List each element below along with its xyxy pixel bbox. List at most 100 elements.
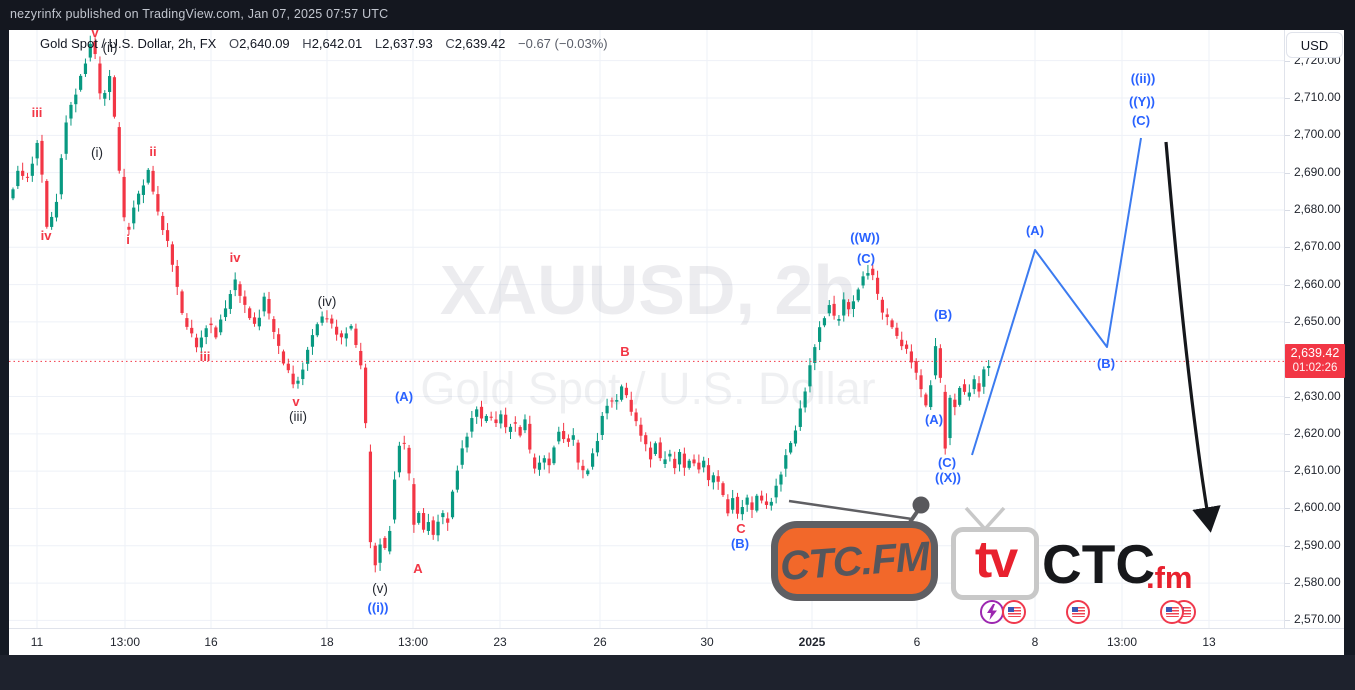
wave-label: (iii)	[289, 409, 307, 424]
tvctc-logo-tv-box: tv	[951, 527, 1039, 600]
wave-label: v	[91, 25, 99, 40]
open-label: O	[228, 36, 240, 51]
wave-label: iv	[229, 250, 241, 265]
close-label: C	[445, 36, 455, 51]
wave-label: ii	[149, 144, 157, 159]
wave-label: (C)	[1131, 113, 1151, 128]
wave-label: i	[126, 232, 130, 247]
price-tick-label: 2,670.00	[1285, 239, 1341, 254]
time-tick-label: 11	[30, 635, 44, 649]
time-tick-label: 23	[493, 635, 507, 649]
time-tick-label: 6	[913, 635, 921, 649]
change-value: −0.67 (−0.03%)	[518, 36, 608, 51]
time-tick-label: 13:00	[1106, 635, 1138, 649]
price-tick-label: 2,700.00	[1285, 127, 1341, 142]
price-tick-label: 2,600.00	[1285, 500, 1341, 515]
price-tick-label: 2,680.00	[1285, 201, 1341, 216]
low-label: L	[374, 36, 383, 51]
wave-label: C	[736, 521, 746, 536]
candles	[11, 35, 991, 573]
wave-label: (C)	[937, 455, 957, 470]
price-tick-label: 2,570.00	[1285, 612, 1341, 627]
wave-label: ((X))	[935, 470, 961, 485]
wave-label: (iv)	[317, 294, 337, 309]
wave-label: v	[292, 394, 300, 409]
wave-label: (A)	[924, 412, 944, 427]
price-tick-label: 2,690.00	[1285, 164, 1341, 179]
high-value: 2,642.01	[311, 36, 363, 51]
time-tick-label: 13	[1202, 635, 1216, 649]
us-flag	[1165, 607, 1179, 617]
ctcfm-logo: CTC.FM	[771, 521, 938, 601]
price-tick-label: 2,580.00	[1285, 575, 1341, 590]
symbol-title: Gold Spot / U.S. Dollar, 2h, FX	[40, 36, 217, 51]
time-tick-label: 16	[204, 635, 218, 649]
time-tick-label: 18	[320, 635, 334, 649]
lightning-icon	[987, 604, 997, 620]
bearish-arrow	[1164, 141, 1221, 533]
price-tick-label: 2,650.00	[1285, 313, 1341, 328]
price-tick-label: 2,620.00	[1285, 425, 1341, 440]
close-value: 2,639.42	[454, 36, 506, 51]
time-scale[interactable]: 11 13:00 16 18 13:00 23 26 30 2025 6 8 13:00 13	[9, 628, 1344, 655]
bar-countdown: 01:02:26	[1292, 362, 1338, 374]
currency-toggle-button[interactable]: USD	[1286, 32, 1343, 58]
wave-label: B	[620, 344, 630, 359]
us-flag	[1071, 607, 1085, 617]
tvctc-logo-ctc-text: CTC	[1042, 533, 1156, 595]
us-flag-event-icon[interactable]	[1066, 600, 1090, 624]
time-tick-label: 26	[593, 635, 607, 649]
symbol-watermark: XAUUSD, 2h	[440, 251, 856, 329]
symbol-name-watermark: Gold Spot / U.S. Dollar	[420, 363, 875, 414]
wave-label: ((i))	[367, 600, 389, 615]
wave-label: (A)	[394, 389, 414, 404]
last-price-badge[interactable]: 2,639.42 01:02:26	[1285, 344, 1345, 378]
price-tick-label: 2,610.00	[1285, 463, 1341, 478]
attribution-text: nezyrinfx published on TradingView.com, …	[10, 7, 389, 21]
symbol-header: Gold Spot / U.S. Dollar, 2h, FX O2,640.0…	[40, 36, 608, 51]
time-tick-label: 13:00	[109, 635, 141, 649]
last-price-value: 2,639.42	[1290, 346, 1340, 360]
projection-path	[971, 137, 1142, 456]
chart-panel[interactable]: XAUUSD, 2h Gold Spot / U.S. Dollar Gold S…	[9, 26, 1345, 655]
tvctc-logo-tv-text: tv	[974, 530, 1018, 589]
wave-label: (B)	[1096, 356, 1116, 371]
ctcfm-logo-text: CTC.FM	[778, 532, 931, 589]
wave-label: (ii)	[102, 40, 118, 55]
high-label: H	[302, 36, 312, 51]
lightning-event-icon[interactable]	[980, 600, 1004, 624]
candlestick-plot[interactable]: XAUUSD, 2h Gold Spot / U.S. Dollar	[9, 30, 1284, 628]
wave-label: iv	[40, 228, 52, 243]
wave-label: ((W))	[850, 230, 880, 245]
wave-label: (B)	[933, 307, 953, 322]
wave-label: ((Y))	[1129, 94, 1155, 109]
currency-label: USD	[1300, 37, 1329, 53]
wave-label: iii	[31, 105, 43, 120]
time-tick-label: 13:00	[397, 635, 429, 649]
us-flag	[1007, 607, 1021, 617]
footer-bar: TradingView	[0, 655, 1355, 690]
wave-label: iii	[199, 349, 211, 364]
wave-label: (B)	[730, 536, 750, 551]
wave-label: A	[413, 561, 423, 576]
time-tick-label: 30	[700, 635, 714, 649]
tvctc-logo-fm-text: .fm	[1146, 560, 1193, 595]
price-tick-label: 2,710.00	[1285, 90, 1341, 104]
low-value: 2,637.93	[382, 36, 433, 51]
wave-label: ((ii))	[1130, 71, 1156, 86]
price-tick-label: 2,590.00	[1285, 537, 1341, 552]
attribution-bar: nezyrinfx published on TradingView.com, …	[0, 0, 1355, 30]
us-flag-event-icon[interactable]	[1002, 600, 1026, 624]
price-tick-label: 2,630.00	[1285, 388, 1341, 403]
time-tick-label: 2025	[798, 635, 826, 649]
wave-label: (i)	[91, 145, 103, 160]
wave-label: (v)	[372, 581, 388, 596]
us-flag-event-icon[interactable]	[1160, 600, 1184, 624]
time-tick-label: 8	[1031, 635, 1039, 649]
open-value: 2,640.09	[239, 36, 290, 51]
wave-label: (C)	[856, 251, 876, 266]
price-tick-label: 2,660.00	[1285, 276, 1341, 291]
price-scale[interactable]: 2,639.42 01:02:26 2,720.00 2,710.00 2,700.…	[1284, 30, 1345, 628]
wave-label: (A)	[1025, 223, 1045, 238]
